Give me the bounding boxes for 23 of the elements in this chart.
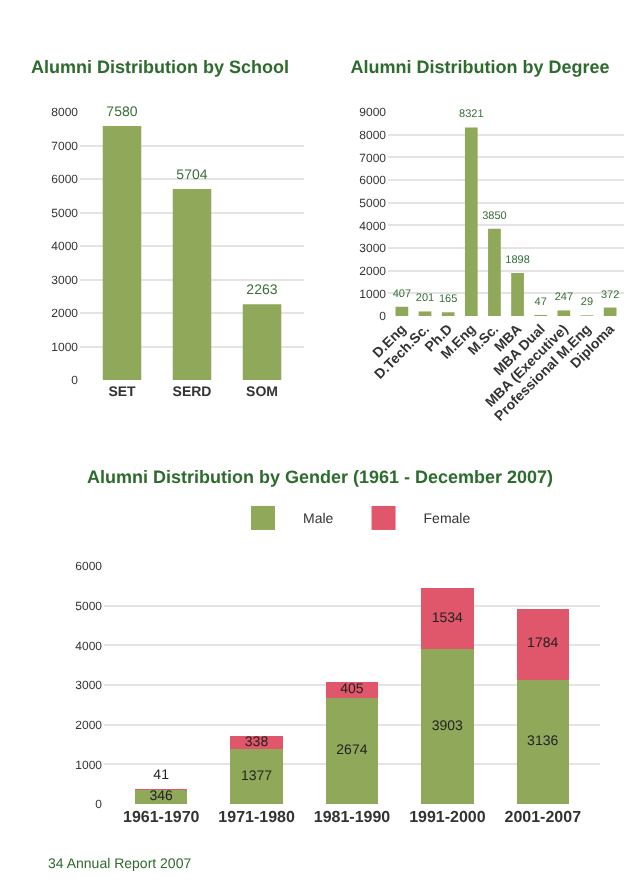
bar [242,304,282,380]
bar [464,127,478,316]
bar [421,588,474,650]
bar [516,679,569,804]
bar [603,307,617,316]
x-tick-label: 1961-1970 [122,808,201,826]
chart-title: Alumni Distribution by School [31,56,289,77]
chart-title: Alumni Distribution by Degree [350,56,610,77]
bar [325,697,379,804]
x-tick-label: 1981-1990 [313,808,392,826]
x-tick-label: 1971-1980 [218,808,296,826]
x-tick-label: 1991-2000 [409,808,487,826]
bar [102,126,142,380]
bar [557,310,571,316]
bar [421,649,474,804]
x-tick-label: 2001-2007 [504,808,583,826]
bar [511,272,524,316]
chart-title: Alumni Distribution by Gender (1961 - December 2007) [86,466,554,487]
bar [516,608,569,680]
bar [230,749,283,804]
bar [395,306,409,316]
bar [488,228,501,316]
bar [172,188,212,380]
